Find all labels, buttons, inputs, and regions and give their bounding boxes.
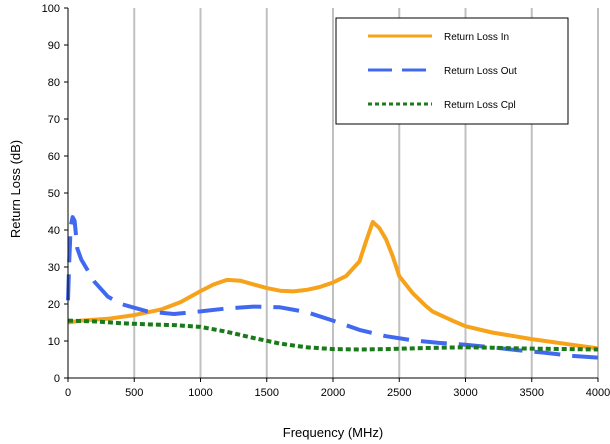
grid-lines [133, 8, 599, 378]
x-tick-label: 1000 [188, 387, 212, 399]
x-tick-label: 0 [65, 387, 71, 399]
legend-label-2: Return Loss Out [444, 66, 517, 77]
x-tick-label: 3500 [520, 387, 544, 399]
y-tick-label: 40 [48, 225, 60, 237]
x-tick-label: 500 [125, 387, 143, 399]
x-axis-title: Frequency (MHz) [283, 425, 383, 440]
y-tick-label: 10 [48, 336, 60, 348]
y-tick-label: 90 [48, 40, 60, 52]
legend: Return Loss In Return Loss Out Return Loss… [335, 17, 569, 125]
legend-label-3: Return Loss Cpl [444, 100, 516, 111]
y-tick-label: 60 [48, 151, 60, 163]
y-tick-label: 50 [48, 188, 60, 200]
y-tick-label: 70 [48, 114, 60, 126]
x-tick-label: 2000 [321, 387, 345, 399]
x-tick-label: 2500 [387, 387, 411, 399]
series-lines [66, 215, 599, 360]
series-line-3 [67, 318, 599, 352]
y-tick-label: 80 [48, 77, 60, 89]
y-tick-label: 100 [42, 3, 60, 15]
legend-label-1: Return Loss In [444, 32, 509, 43]
x-tick-label: 1500 [255, 387, 279, 399]
x-tick-label: 4000 [586, 387, 610, 399]
series-line-1 [67, 219, 599, 351]
x-tick-label: 3000 [453, 387, 477, 399]
y-tick-label: 20 [48, 299, 60, 311]
y-axis-title: Return Loss (dB) [8, 140, 23, 238]
y-tick-label: 30 [48, 262, 60, 274]
y-tick-label: 0 [54, 373, 60, 385]
